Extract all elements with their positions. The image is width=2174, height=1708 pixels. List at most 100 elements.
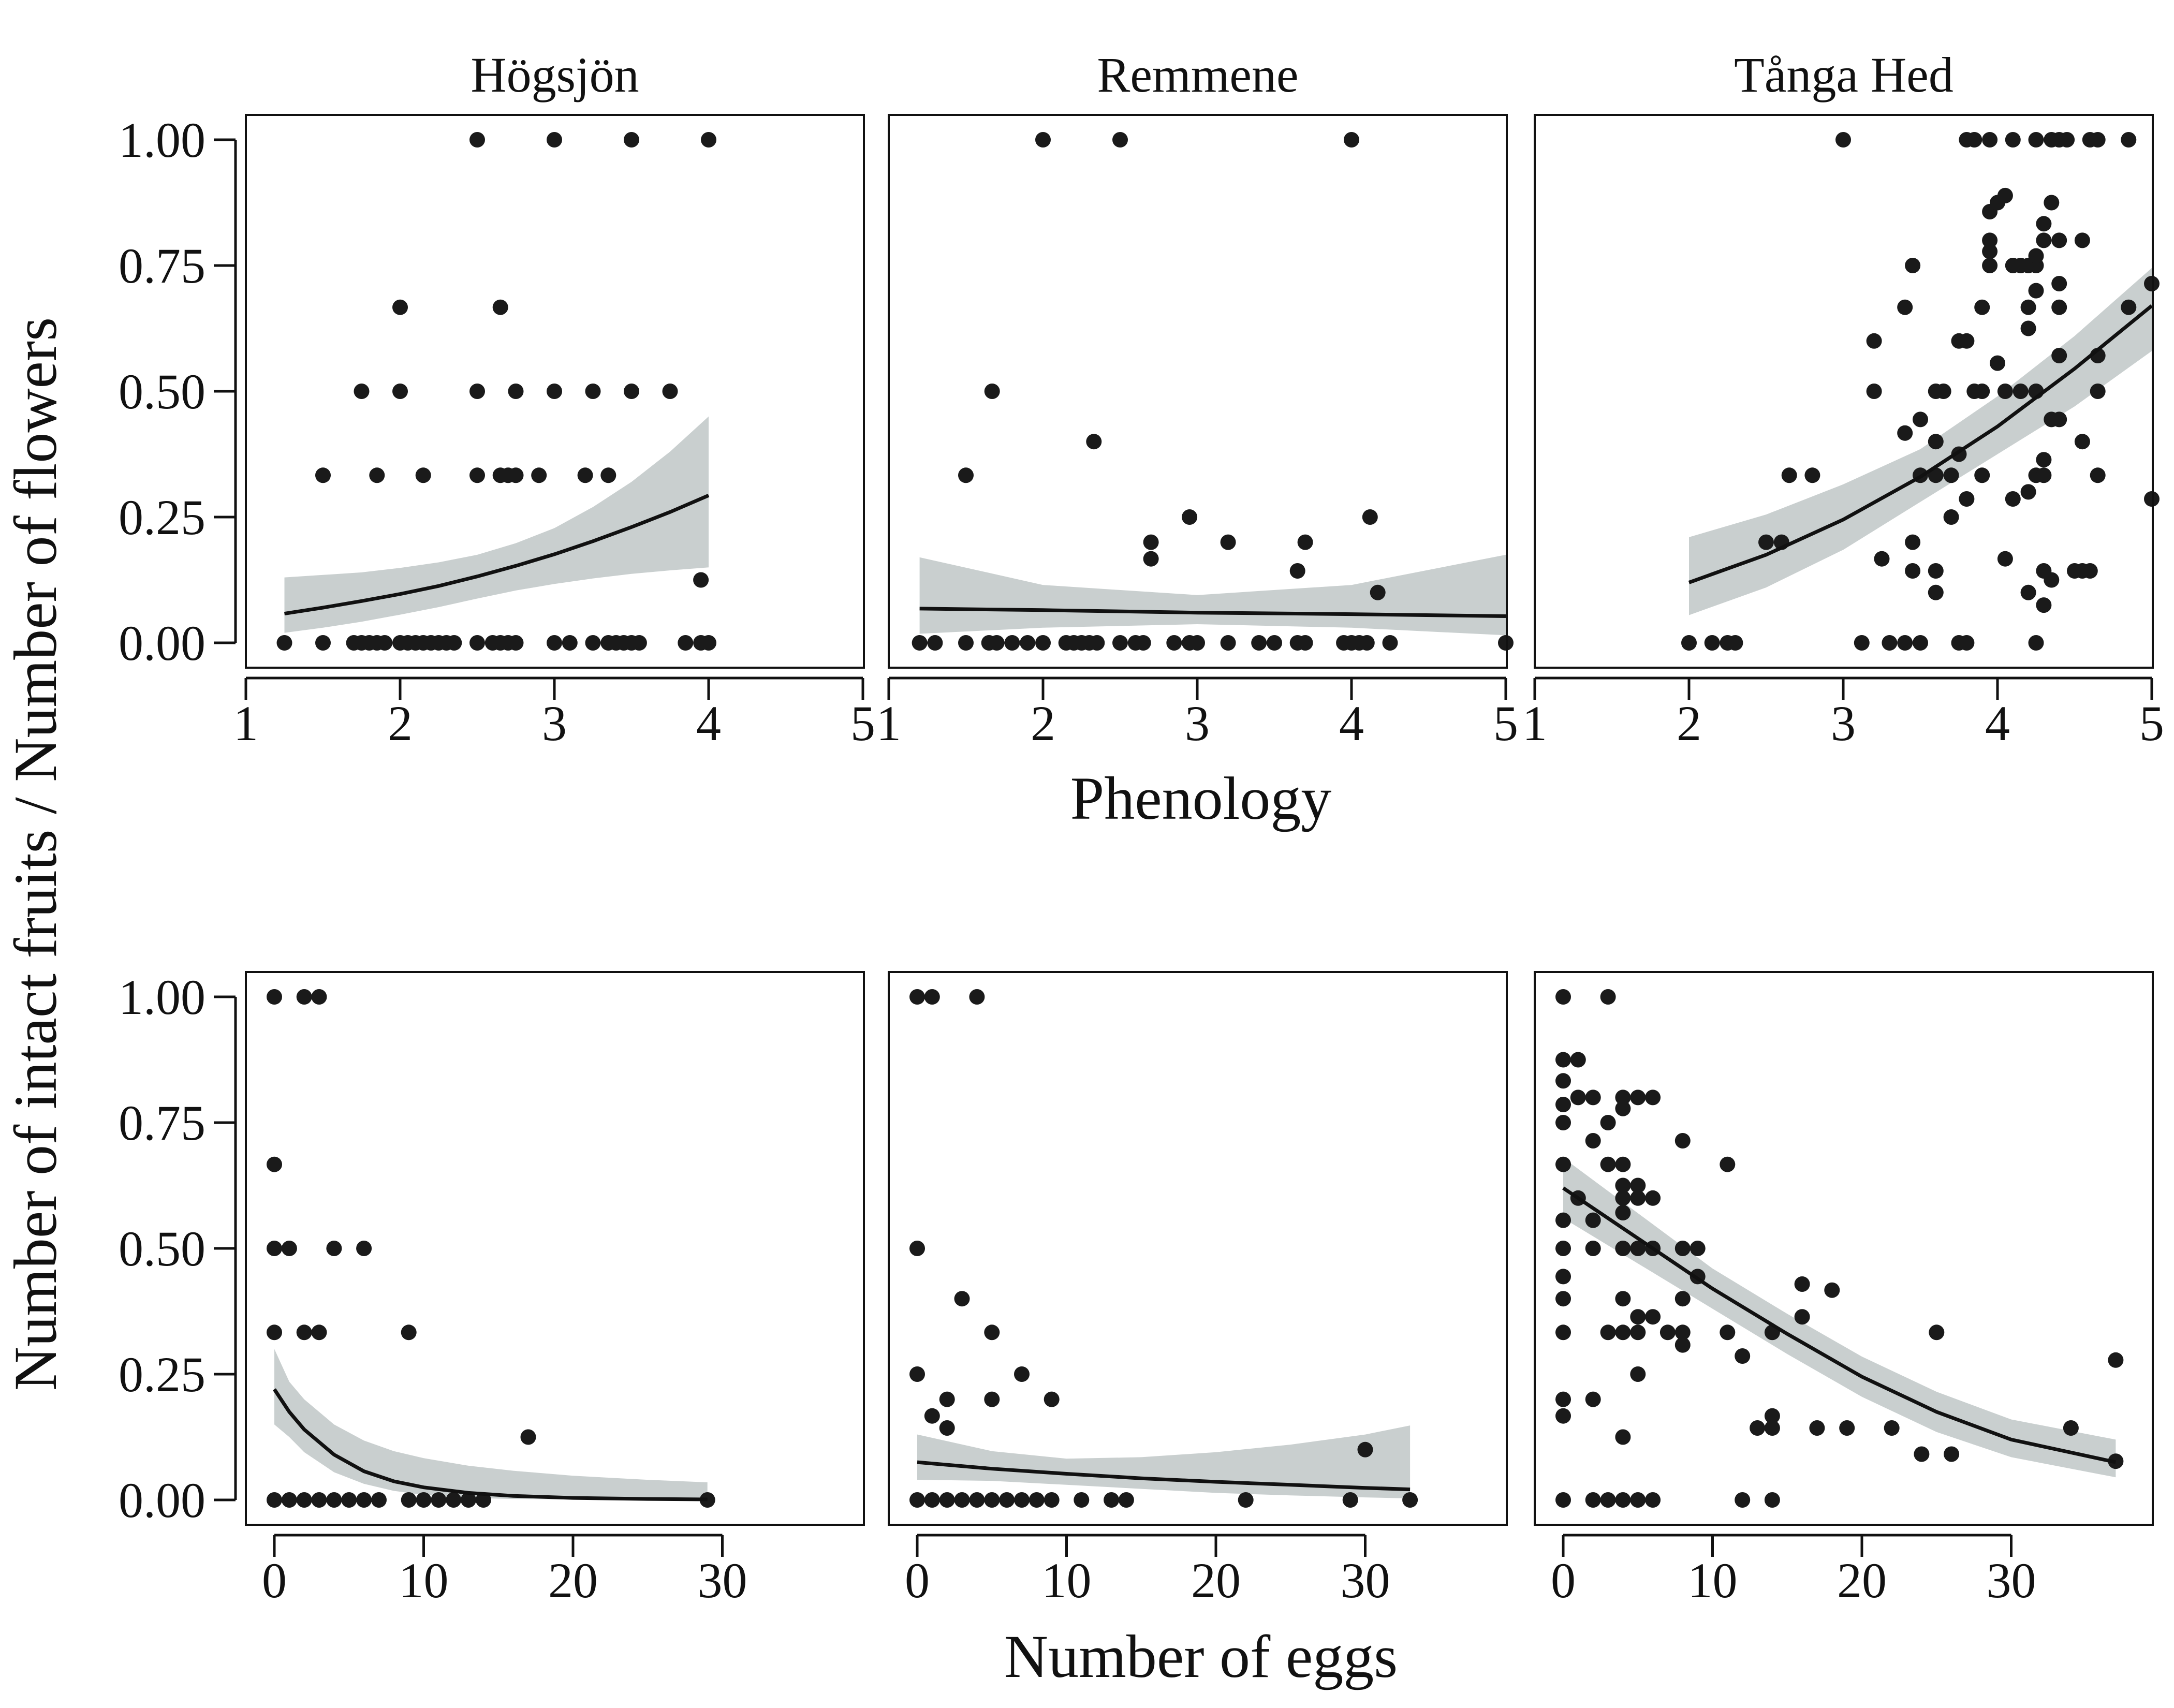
data-point <box>1555 1269 1571 1285</box>
x-tick-label: 4 <box>696 696 721 751</box>
panel-frame <box>1534 114 2154 669</box>
data-point <box>1615 1291 1631 1307</box>
data-point <box>326 1492 342 1508</box>
data-point <box>267 1241 282 1256</box>
data-point <box>1928 434 1944 450</box>
data-point <box>1854 635 1870 651</box>
data-point <box>547 635 562 651</box>
x-tick-label: 3 <box>542 696 567 751</box>
data-point <box>1118 1492 1134 1508</box>
data-point <box>311 989 327 1005</box>
data-point <box>520 1429 536 1445</box>
data-point <box>1645 1089 1661 1106</box>
data-point <box>1928 584 1944 600</box>
y-tick-label: 0.75 <box>119 238 205 293</box>
data-point <box>678 635 694 651</box>
data-point <box>1035 635 1051 651</box>
data-point <box>924 989 940 1005</box>
data-point <box>1929 1324 1945 1341</box>
data-point <box>2108 1352 2124 1368</box>
y-tick-label: 0.50 <box>119 364 205 419</box>
data-point <box>1974 467 1990 483</box>
data-point <box>2020 299 2036 315</box>
data-point <box>281 1241 297 1256</box>
data-point <box>1014 1366 1030 1382</box>
data-point <box>1615 1429 1631 1445</box>
data-point <box>1370 584 1386 600</box>
y-tick-label: 0.25 <box>119 490 205 545</box>
data-point <box>1615 1100 1631 1116</box>
data-point <box>2036 216 2052 232</box>
data-point <box>2028 132 2044 148</box>
data-point <box>1615 1089 1631 1106</box>
data-point <box>1135 635 1151 651</box>
data-point <box>1029 1492 1045 1508</box>
data-point <box>2090 384 2106 399</box>
confidence-ribbon <box>917 1425 1411 1499</box>
data-point <box>1585 1212 1601 1228</box>
data-point <box>1585 1391 1601 1407</box>
data-point <box>1928 563 1944 579</box>
panel-title: Remmene <box>1097 47 1298 102</box>
data-point <box>1014 1492 1030 1508</box>
data-point <box>2028 283 2044 299</box>
data-point <box>1267 635 1282 651</box>
data-point <box>341 1492 357 1508</box>
data-point <box>1357 1441 1373 1457</box>
data-point <box>1555 1115 1571 1130</box>
data-point <box>508 467 524 483</box>
data-point <box>446 635 462 651</box>
data-point <box>1238 1492 1254 1508</box>
data-point <box>909 1492 925 1508</box>
data-point <box>1997 384 2013 399</box>
data-point <box>1615 1241 1631 1256</box>
data-point <box>1220 534 1236 550</box>
data-point <box>1555 1241 1571 1256</box>
data-point <box>356 1241 372 1256</box>
data-point <box>1555 989 1571 1005</box>
data-point <box>1944 1446 1960 1462</box>
data-point <box>2020 584 2036 600</box>
data-point <box>267 1492 282 1508</box>
data-point <box>954 1291 970 1307</box>
panel-title: Högsjön <box>471 47 639 102</box>
panel-bottom-left: 0 10 20 30 0.00 0.25 0.50 0.75 1.00 <box>119 969 865 1608</box>
data-point <box>1764 1492 1780 1508</box>
data-point <box>701 132 716 148</box>
data-point <box>1764 1420 1780 1436</box>
data-point <box>1750 1420 1766 1436</box>
data-point <box>1645 1190 1661 1206</box>
data-point <box>1359 635 1375 651</box>
data-point <box>624 132 639 148</box>
data-point <box>1943 467 1959 483</box>
data-point <box>1913 411 1928 428</box>
data-point <box>1112 635 1128 651</box>
y-tick-label: 0.50 <box>119 1221 205 1276</box>
data-point <box>1086 434 1102 450</box>
data-point <box>296 1492 312 1508</box>
data-point <box>1020 635 1036 651</box>
data-point <box>469 384 485 399</box>
data-point <box>356 1492 372 1508</box>
fit-line <box>1688 304 2153 584</box>
data-point <box>508 384 524 399</box>
x-tick-label: 10 <box>1042 1553 1092 1608</box>
data-point <box>1342 1492 1358 1508</box>
fit-line <box>284 493 710 616</box>
data-point <box>1402 1492 1418 1508</box>
data-point <box>1630 1366 1646 1382</box>
x-tick-label: 4 <box>1339 696 1364 751</box>
data-point <box>281 1492 297 1508</box>
panel-frame <box>245 971 865 1526</box>
x-tick-label: 0 <box>1551 1553 1576 1608</box>
data-point <box>461 1492 476 1508</box>
data-point <box>1720 1324 1736 1341</box>
data-point <box>547 384 562 399</box>
confidence-ribbon <box>1563 1158 2116 1478</box>
panel-frame <box>888 114 1508 669</box>
data-point <box>2005 491 2021 507</box>
data-point <box>1905 563 1921 579</box>
data-point <box>492 299 508 315</box>
data-point <box>1959 491 1975 507</box>
data-point <box>1794 1309 1810 1325</box>
